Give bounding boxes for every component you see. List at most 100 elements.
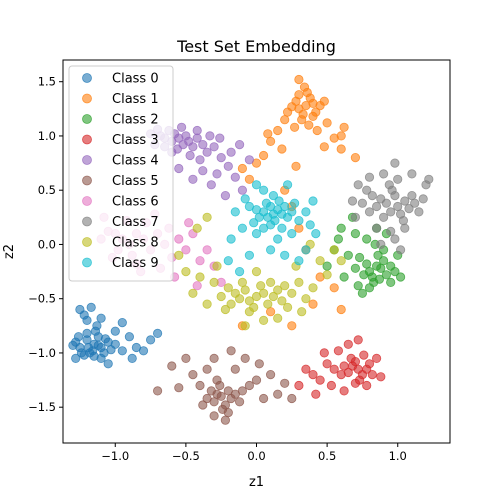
point-class-0: [110, 339, 120, 349]
point-class-7: [400, 223, 410, 233]
point-class-8: [216, 291, 226, 302]
x-tick-label: −1.0: [101, 449, 129, 463]
point-class-5: [209, 353, 219, 363]
point-class-9: [258, 223, 269, 233]
point-class-3: [333, 346, 343, 356]
point-class-7: [350, 212, 360, 222]
point-class-8: [258, 288, 269, 298]
point-class-4: [205, 131, 215, 141]
point-class-7: [357, 198, 367, 208]
point-class-1: [280, 115, 290, 125]
point-class-6: [174, 234, 184, 244]
point-class-1: [273, 125, 283, 136]
point-class-9: [287, 229, 297, 239]
point-class-9: [265, 245, 276, 255]
point-class-5: [212, 375, 222, 385]
point-class-7: [362, 185, 372, 195]
point-class-3: [359, 350, 369, 360]
point-class-8: [265, 277, 276, 287]
point-class-8: [240, 285, 250, 295]
legend-marker: [82, 155, 92, 165]
legend-label: Class 7: [112, 215, 159, 230]
point-class-7: [347, 196, 358, 206]
legend-marker: [82, 196, 92, 206]
point-class-5: [202, 393, 212, 404]
y-axis-label: z2: [2, 244, 17, 259]
point-class-1: [294, 223, 304, 233]
point-class-2: [364, 283, 375, 293]
point-class-9: [289, 198, 300, 208]
point-class-2: [373, 250, 383, 260]
point-class-4: [244, 155, 254, 165]
point-class-1: [297, 115, 307, 125]
point-class-9: [251, 229, 262, 239]
point-class-8: [202, 299, 212, 309]
point-class-4: [174, 163, 184, 174]
point-class-1: [319, 142, 329, 152]
point-class-8: [287, 288, 297, 298]
point-class-7: [364, 207, 375, 217]
legend: Class 0 Class 1 Class 2 Class 3 Class 4 Class…: [68, 65, 174, 282]
point-class-4: [212, 169, 222, 179]
point-class-5: [244, 380, 254, 391]
point-class-7: [386, 226, 396, 236]
point-class-9: [311, 229, 321, 239]
point-class-6: [184, 218, 194, 228]
point-class-9: [244, 250, 254, 260]
point-class-8: [240, 321, 250, 331]
point-class-3: [322, 359, 332, 369]
point-class-8: [329, 245, 339, 255]
point-class-5: [188, 369, 198, 380]
point-class-5: [240, 353, 250, 363]
point-class-4: [209, 142, 219, 152]
point-class-2: [357, 288, 367, 298]
point-class-4: [216, 153, 226, 163]
point-class-9: [268, 191, 278, 201]
point-class-0: [117, 346, 127, 356]
point-class-4: [198, 166, 208, 176]
point-class-1: [329, 283, 339, 293]
point-class-2: [350, 229, 360, 239]
point-class-2: [362, 234, 372, 244]
point-class-5: [230, 364, 240, 374]
y-tick-label: −0.5: [28, 292, 56, 306]
point-class-3: [350, 378, 360, 388]
point-class-1: [336, 131, 346, 141]
point-class-4: [223, 161, 233, 171]
point-class-0: [110, 326, 120, 336]
point-class-4: [220, 191, 230, 201]
point-class-4: [188, 174, 198, 184]
point-class-1: [339, 122, 349, 132]
point-class-2: [362, 259, 372, 269]
point-class-9: [294, 216, 304, 226]
point-class-5: [251, 375, 262, 385]
point-class-9: [251, 180, 262, 190]
point-class-8: [244, 296, 254, 306]
point-class-2: [339, 272, 349, 282]
point-class-4: [198, 140, 208, 150]
point-class-0: [96, 313, 106, 323]
point-class-2: [390, 266, 400, 277]
point-class-8: [244, 307, 254, 317]
legend-label: Class 5: [112, 174, 159, 189]
point-class-2: [343, 250, 353, 260]
legend-marker: [82, 257, 92, 268]
x-tick-label: 1.0: [389, 449, 407, 463]
point-class-8: [280, 281, 290, 291]
legend-marker: [82, 237, 92, 247]
point-class-4: [237, 185, 247, 195]
point-class-9: [230, 207, 240, 217]
point-class-9: [287, 207, 297, 217]
point-class-8: [315, 256, 325, 266]
point-class-5: [198, 400, 208, 410]
point-class-0: [100, 334, 111, 344]
point-class-2: [395, 272, 406, 282]
point-class-0: [86, 302, 96, 312]
point-class-6: [202, 245, 212, 255]
point-class-3: [315, 375, 325, 385]
point-class-3: [308, 369, 318, 380]
point-class-8: [308, 283, 318, 293]
point-class-3: [339, 386, 349, 396]
point-class-2: [376, 263, 386, 273]
point-class-5: [223, 407, 233, 418]
